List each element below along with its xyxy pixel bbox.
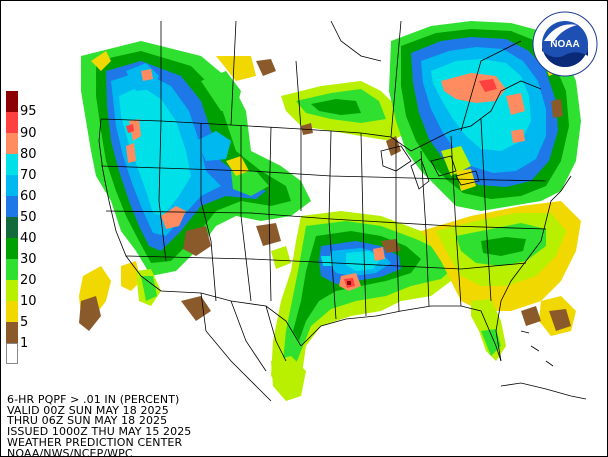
legend-swatch-10 — [6, 280, 18, 301]
legend-swatch-50 — [6, 196, 18, 217]
legend-label-50: 50 — [20, 210, 37, 225]
legend-swatch-30 — [6, 238, 18, 259]
map-caption: 6-HR PQPF > .01 IN (PERCENT) VALID 00Z S… — [7, 393, 192, 457]
legend-swatch-70 — [6, 154, 18, 175]
legend-label-80: 80 — [20, 147, 37, 162]
precip-field-west — [81, 41, 311, 276]
legend-label-40: 40 — [20, 231, 37, 246]
legend-label-20: 20 — [20, 273, 37, 288]
precip-field-florida — [471, 299, 506, 361]
legend-swatch-0 — [6, 343, 18, 364]
caption-product: 6-HR PQPF > .01 IN (PERCENT) — [7, 393, 180, 406]
legend-swatch-90 — [6, 112, 18, 133]
legend-swatch-80 — [6, 133, 18, 154]
legend-swatch-95 — [6, 91, 18, 112]
caption-issued: ISSUED 1000Z THU MAY 15 2025 — [7, 425, 192, 439]
legend-label-1: 1 — [20, 336, 29, 351]
political-boundaries — [98, 20, 587, 402]
legend-label-60: 60 — [20, 189, 37, 204]
precip-field-southeast — [421, 201, 581, 336]
legend-label-5: 5 — [20, 315, 29, 330]
caption-thru: THRU 06Z SUN MAY 18 2025 — [7, 414, 168, 428]
legend-label-10: 10 — [20, 294, 37, 309]
noaa-logo: NOAA — [532, 11, 598, 77]
legend-swatch-20 — [6, 259, 18, 280]
legend-swatch-40 — [6, 217, 18, 238]
legend-swatch-1 — [6, 322, 18, 343]
legend-label-70: 70 — [20, 168, 37, 183]
caption-center: WEATHER PREDICTION CENTER — [7, 435, 183, 449]
caption-agency: NOAA/NWS/NCEP/WPC — [7, 446, 133, 457]
logo-text: NOAA — [550, 39, 579, 50]
caption-valid: VALID 00Z SUN MAY 18 2025 — [7, 403, 169, 417]
precip-field-south — [256, 211, 471, 391]
legend-swatch-60 — [6, 175, 18, 196]
legend-label-95: 95 — [20, 104, 37, 119]
precip-field-west-edges — [79, 51, 249, 331]
legend-label-30: 30 — [20, 252, 37, 267]
legend-swatch-5 — [6, 301, 18, 322]
legend-label-90: 90 — [20, 126, 37, 141]
precip-field-canada — [201, 56, 411, 156]
